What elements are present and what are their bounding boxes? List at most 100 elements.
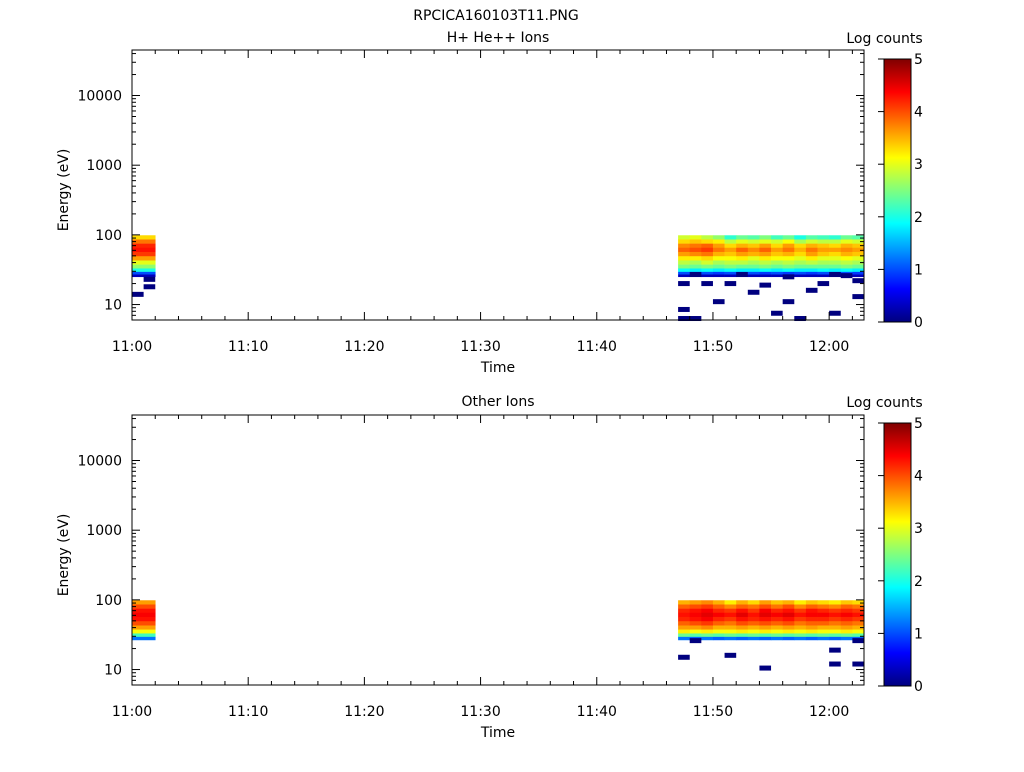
heatmap-cell	[724, 243, 737, 249]
low-count-bin	[736, 271, 748, 277]
heatmap-cell	[132, 243, 156, 249]
heatmap-cell	[771, 271, 783, 275]
heatmap-cell	[771, 600, 783, 605]
heatmap-cell	[794, 243, 807, 249]
heatmap-cell	[852, 625, 865, 630]
colorbar-tick-label: 1	[914, 626, 923, 642]
heatmap-cell	[132, 274, 156, 278]
heatmap-cell	[817, 612, 830, 618]
heatmap-cell	[794, 636, 807, 641]
heatmap-cell	[829, 251, 842, 257]
heatmap-cell	[771, 625, 783, 630]
spectrogram	[132, 235, 865, 322]
heatmap-cell	[747, 239, 760, 244]
heatmap-cell	[712, 256, 725, 261]
x-tick-label: 11:40	[577, 339, 617, 355]
x-tick-label: 11:20	[344, 339, 384, 355]
heatmap-cell	[805, 629, 818, 634]
low-count-bin	[840, 273, 853, 279]
heatmap-cell	[805, 636, 818, 641]
heatmap-cell	[817, 636, 830, 641]
low-count-bin	[678, 306, 690, 312]
heatmap-cell	[747, 271, 760, 275]
heatmap-cell	[678, 612, 691, 618]
y-tick-label: 10000	[77, 454, 122, 470]
x-axis-ticks	[131, 50, 853, 320]
colorbar-tick-label: 4	[914, 469, 923, 485]
heatmap-cell	[689, 256, 702, 261]
low-count-bin	[701, 281, 713, 287]
heatmap-cell	[701, 600, 714, 605]
heatmap-cell	[782, 633, 795, 638]
heatmap-cell	[736, 633, 749, 638]
heatmap-cell	[747, 274, 760, 278]
heatmap-cell	[840, 604, 853, 609]
heatmap-cell	[771, 251, 783, 257]
heatmap-cell	[805, 260, 818, 265]
heatmap-cell	[132, 256, 156, 261]
colorbar-tick-label: 0	[914, 679, 923, 695]
heatmap-cell	[840, 629, 853, 634]
heatmap-cell	[852, 612, 865, 618]
heatmap-cell	[701, 251, 714, 257]
heatmap-cell	[132, 612, 156, 618]
heatmap-cell	[759, 636, 772, 641]
heatmap-cell	[712, 264, 725, 269]
heatmap-cell	[829, 633, 842, 638]
heatmap-cell	[132, 625, 156, 630]
heatmap-cell	[724, 625, 737, 630]
heatmap-cell	[678, 633, 691, 638]
colorbar-tick-label: 5	[914, 52, 923, 68]
heatmap-cell	[747, 256, 760, 261]
heatmap-cell	[759, 621, 772, 626]
colorbar-tick-label: 2	[914, 574, 923, 590]
heatmap-cell	[132, 239, 156, 244]
heatmap-cell	[852, 608, 865, 614]
heatmap-cell	[724, 629, 737, 634]
heatmap-cell	[736, 616, 749, 622]
heatmap-cell	[759, 604, 772, 609]
low-count-bin	[689, 271, 702, 277]
heatmap-cell	[736, 612, 749, 618]
heatmap-cell	[852, 268, 865, 273]
heatmap-cell	[817, 239, 830, 244]
y-axis-ticks	[132, 418, 864, 686]
panel-title: H+ He++ Ions	[447, 30, 550, 46]
heatmap-cell	[724, 268, 737, 273]
heatmap-cell	[852, 604, 865, 609]
heatmap-cell	[132, 235, 156, 240]
heatmap-cell	[132, 629, 156, 634]
heatmap-cell	[736, 264, 749, 269]
low-count-bin	[782, 299, 795, 305]
heatmap-cell	[852, 274, 865, 278]
heatmap-cell	[724, 256, 737, 261]
heatmap-cell	[805, 239, 818, 244]
heatmap-cell	[817, 247, 830, 253]
heatmap-cell	[805, 256, 818, 261]
heatmap-cell	[759, 629, 772, 634]
heatmap-cell	[771, 264, 783, 269]
heatmap-cell	[678, 268, 691, 273]
heatmap-cell	[759, 239, 772, 244]
heatmap-cell	[829, 600, 842, 605]
heatmap-cell	[817, 271, 830, 275]
heatmap-cell	[132, 600, 156, 605]
heatmap-cell	[724, 251, 737, 257]
heatmap-cell	[817, 243, 830, 249]
colorbar-gradient	[883, 422, 912, 687]
heatmap-cell	[689, 268, 702, 273]
heatmap-cell	[829, 235, 842, 240]
heatmap-cell	[701, 633, 714, 638]
heatmap-cell	[782, 629, 795, 634]
heatmap-cell	[747, 268, 760, 273]
low-count-bin	[852, 278, 864, 284]
heatmap-cell	[840, 268, 853, 273]
heatmap-cell	[678, 600, 691, 605]
heatmap-cell	[840, 600, 853, 605]
heatmap-cell	[712, 274, 725, 278]
low-count-bin	[712, 299, 725, 305]
heatmap-cell	[840, 612, 853, 618]
heatmap-cell	[782, 268, 795, 273]
heatmap-cell	[724, 239, 737, 244]
